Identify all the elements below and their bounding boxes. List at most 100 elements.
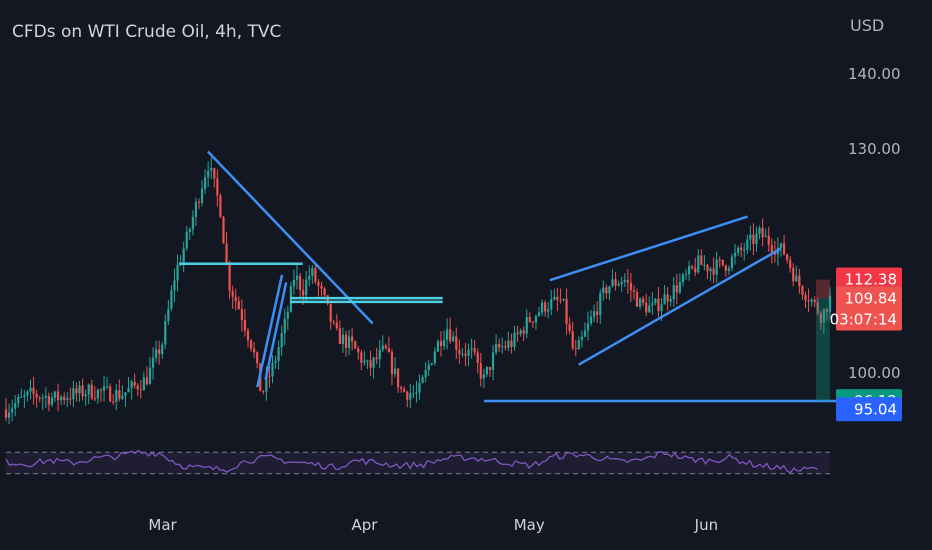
candle xyxy=(507,331,510,352)
candle-body xyxy=(154,349,158,358)
candle xyxy=(691,264,694,270)
candle-body xyxy=(393,368,397,374)
candle-body xyxy=(286,311,289,319)
candle-body xyxy=(825,309,829,312)
candle-body xyxy=(657,298,660,312)
candle xyxy=(115,384,118,411)
candle-body xyxy=(87,384,90,395)
candle-body xyxy=(332,321,335,323)
candle-body xyxy=(130,381,133,389)
candle xyxy=(798,268,801,294)
candle-body xyxy=(828,295,832,312)
candle-body xyxy=(491,352,495,370)
candle xyxy=(449,317,452,344)
candle-body xyxy=(758,227,761,234)
price-badge: 95.04 xyxy=(836,397,902,422)
candle xyxy=(317,279,320,297)
candle xyxy=(396,368,400,393)
price-badge-value: 109.84 xyxy=(845,290,898,308)
candle-body xyxy=(354,341,357,349)
rsi-line xyxy=(5,449,818,474)
candle-body xyxy=(314,268,317,282)
candle-body xyxy=(26,391,29,396)
candle xyxy=(99,388,103,402)
candle xyxy=(737,245,740,257)
candle xyxy=(782,235,786,256)
candle-body xyxy=(7,412,11,418)
candle xyxy=(271,354,274,384)
candle-body xyxy=(531,321,534,323)
candle-body xyxy=(442,339,446,347)
candle xyxy=(589,309,593,326)
candle-body xyxy=(495,344,498,353)
candle-body xyxy=(225,243,228,264)
price-badge-bg xyxy=(836,267,902,292)
candle-body xyxy=(262,391,265,393)
candle xyxy=(412,384,415,399)
candle-body xyxy=(513,332,516,347)
candle-body xyxy=(185,231,188,249)
chart-title: CFDs on WTI Crude Oil, 4h, TVC xyxy=(12,22,282,42)
trendline xyxy=(206,150,374,325)
candle xyxy=(792,263,795,287)
candle xyxy=(617,280,620,287)
candle-body xyxy=(29,387,32,392)
candle-body xyxy=(109,386,112,402)
candle-body xyxy=(197,201,201,203)
candle-body xyxy=(240,309,243,320)
candle-body xyxy=(439,341,443,347)
candle-body xyxy=(320,285,323,289)
candle xyxy=(29,379,32,400)
candle xyxy=(158,340,161,365)
candle-body xyxy=(409,393,412,400)
candle xyxy=(14,395,17,417)
candle xyxy=(482,368,485,389)
candle-body xyxy=(329,303,332,322)
candle-body xyxy=(56,391,60,401)
candle-body xyxy=(617,284,620,286)
candle xyxy=(501,337,504,354)
candle xyxy=(513,325,516,351)
candle xyxy=(485,366,489,378)
candle xyxy=(654,297,657,306)
candle xyxy=(87,383,90,405)
candle-body xyxy=(522,330,525,334)
candle xyxy=(764,228,767,238)
candle xyxy=(648,296,651,313)
candle-body xyxy=(90,384,93,399)
candle-body xyxy=(151,357,155,368)
candle xyxy=(326,295,329,306)
candle-body xyxy=(188,229,191,232)
candle xyxy=(219,193,222,218)
candle xyxy=(599,289,602,324)
candle-body xyxy=(298,275,302,291)
candle-body xyxy=(246,330,250,341)
candle-body xyxy=(347,336,351,348)
candle-body xyxy=(681,274,685,283)
candle-body xyxy=(381,345,384,350)
candle xyxy=(314,263,317,285)
candle-body xyxy=(559,300,562,302)
candle-body xyxy=(53,391,57,398)
candle xyxy=(262,390,265,395)
candle-body xyxy=(228,263,231,292)
trendline xyxy=(549,215,748,282)
candle xyxy=(363,350,366,366)
candle-body xyxy=(360,352,363,363)
price-badge: 109.84 03:07:14 xyxy=(830,286,902,331)
candle-body xyxy=(813,299,816,303)
candle-body xyxy=(96,389,99,399)
candle xyxy=(479,352,482,387)
candle-body xyxy=(703,264,706,266)
candle xyxy=(298,272,302,300)
candle-body xyxy=(237,301,240,310)
candle xyxy=(568,317,571,335)
candle-body xyxy=(737,247,740,253)
candle xyxy=(684,269,688,281)
candle xyxy=(700,249,703,266)
candle xyxy=(222,215,225,244)
candle xyxy=(176,254,179,292)
candle-body xyxy=(403,388,406,392)
candle-body xyxy=(102,386,106,391)
